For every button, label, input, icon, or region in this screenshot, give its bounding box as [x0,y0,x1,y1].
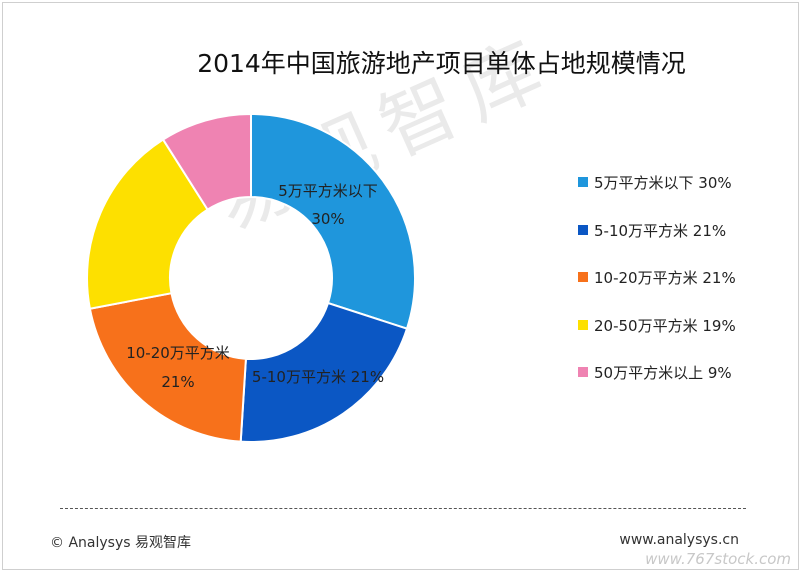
legend-swatch [578,272,588,282]
legend-swatch [578,224,588,235]
legend-label: 5-10万平方米 21% [594,221,727,240]
legend-swatch [578,319,588,330]
donut-slice [86,138,209,310]
slice-data-label: 21% [161,373,194,391]
footer-copyright: © Analysys 易观智库 [50,535,191,551]
chart-legend: 5万平方米以下 30% 5-10万平方米 21% 10-20万平方米 21% 20-5… [578,172,736,410]
donut-slice [250,112,416,330]
legend-swatch [578,177,588,187]
legend-label: 50万平方米以上 9% [594,364,732,382]
footer-divider [60,508,746,509]
slice-data-label: 5万平方米以下 [278,182,378,200]
legend-swatch [578,367,588,377]
donut-slice [88,292,247,443]
legend-label: 10-20万平方米 21% [594,269,736,287]
legend-item: 50万平方米以上 9% [578,362,736,410]
donut-slice [161,112,252,211]
legend-item: 20-50万平方米 19% [578,315,736,363]
slice-data-label: 30% [311,210,344,228]
legend-item: 10-20万平方米 21% [578,267,736,315]
footer-website: www.analysys.cn [619,532,739,548]
slice-data-label: 5-10万平方米 21% [252,368,384,386]
donut-slice [239,301,409,443]
legend-label: 5万平方米以下 30% [594,174,732,192]
legend-label: 20-50万平方米 19% [594,316,736,335]
legend-item: 5万平方米以下 30% [578,172,736,220]
legend-item: 5-10万平方米 21% [578,220,736,268]
chart-title: 2014年中国旅游地产项目单体占地规模情况 [197,49,686,78]
slice-data-label: 10-20万平方米 [126,344,230,362]
corner-watermark: www.767stock.com [645,550,791,568]
